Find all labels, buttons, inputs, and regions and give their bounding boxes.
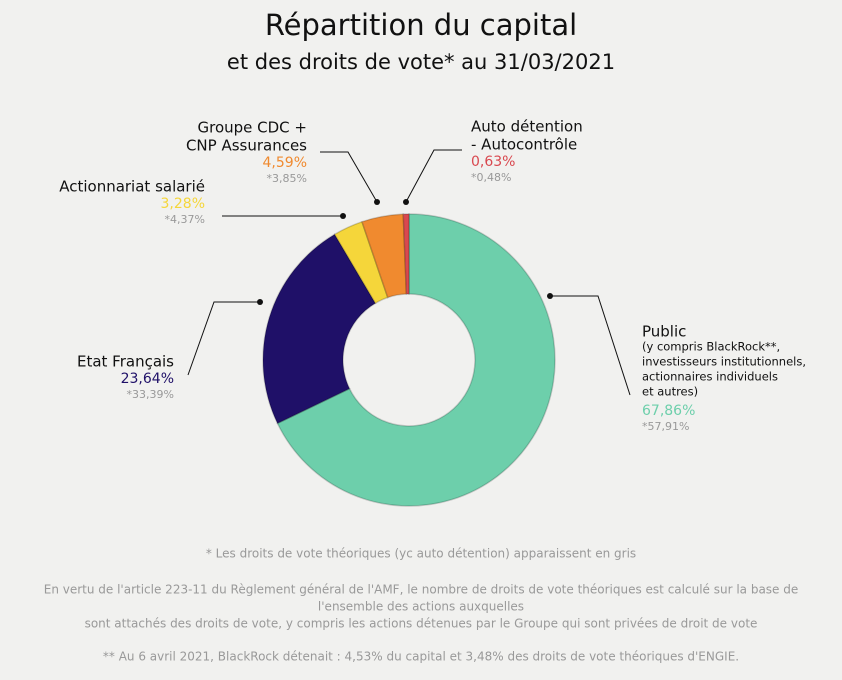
segment-note: investisseurs institutionnels, — [642, 355, 806, 369]
segment-note: et autres) — [642, 385, 698, 399]
leader-dot — [547, 293, 553, 299]
value-label: 3,28% — [161, 196, 205, 212]
voting-label: *33,39% — [127, 388, 174, 401]
segment-label: - Autocontrôle — [471, 136, 577, 154]
leader-line — [187, 301, 260, 376]
voting-label: *4,37% — [165, 213, 205, 226]
leader-line — [405, 149, 462, 203]
footnote: En vertu de l'article 223-11 du Règlemen… — [44, 583, 799, 597]
leader-dot — [257, 299, 263, 305]
leader-line — [550, 295, 631, 396]
value-label: 23,64% — [121, 371, 174, 387]
value-label: 0,63% — [471, 154, 515, 170]
segment-label: Auto détention — [471, 118, 583, 136]
leader-line — [320, 151, 378, 203]
segment-label: Groupe CDC + — [198, 119, 308, 137]
chart-title: Répartition du capital — [265, 8, 577, 42]
chart-subtitle: et des droits de vote* au 31/03/2021 — [227, 50, 615, 74]
donut-segment — [361, 213, 408, 299]
leader-dot — [340, 213, 346, 219]
segment-label: Public — [642, 323, 686, 341]
value-label: 67,86% — [642, 403, 695, 419]
voting-label: *3,85% — [267, 172, 307, 185]
value-label: 4,59% — [263, 155, 307, 171]
footnote: sont attachés des droits de vote, y comp… — [85, 617, 758, 631]
footnote: * Les droits de vote théoriques (yc auto… — [206, 547, 636, 561]
segment-note: actionnaires individuels — [642, 370, 778, 384]
donut-segment — [333, 220, 389, 305]
segment-label: Actionnariat salarié — [59, 178, 205, 196]
segment-note: (y compris BlackRock**, — [642, 340, 780, 354]
donut-segment — [402, 213, 410, 295]
voting-label: *0,48% — [471, 171, 511, 184]
leader-dot — [403, 199, 409, 205]
donut-segment — [276, 213, 556, 507]
donut-segment — [262, 233, 377, 425]
footnote: l'ensemble des actions auxquelles — [318, 600, 524, 614]
segment-label: Etat Français — [77, 353, 174, 371]
segment-label: CNP Assurances — [186, 137, 307, 155]
footnote: ** Au 6 avril 2021, BlackRock détenait :… — [103, 650, 739, 664]
leader-dot — [374, 199, 380, 205]
voting-label: *57,91% — [642, 420, 689, 433]
